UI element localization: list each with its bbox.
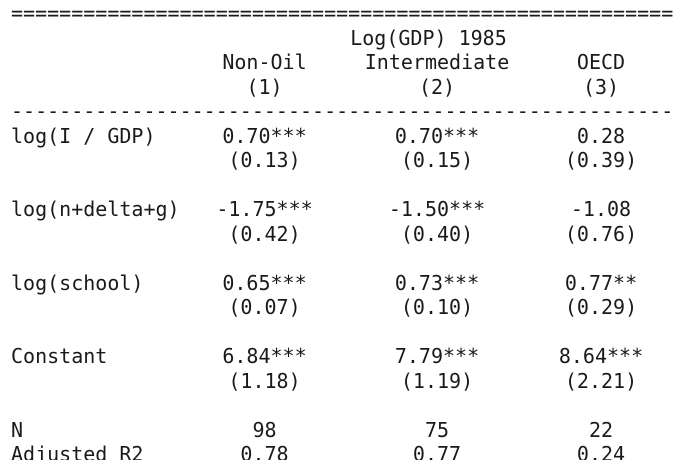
coef-label: log(n+delta+g) [11,197,180,221]
dep-var-header-row: Log(GDP) 1985 [11,26,700,51]
stderr-spacer [11,148,177,173]
column-number-3: (3) [582,74,620,99]
stderr-row-log-school: (0.07) (0.10) (0.29) [11,295,700,320]
estimate-cell: 8.64*** [558,344,644,368]
header-spacer [11,26,177,51]
coef-label: log(I / GDP) [11,123,156,148]
estimate-cell: 0.28 [576,123,626,148]
stderr-row-log-i-gdp: (0.13) (0.15) (0.39) [11,148,700,173]
coef-row-constant: Constant 6.84*** 7.79*** 8.64*** [11,344,700,369]
coef-label: log(school) [11,270,144,295]
stat-value: 98 [252,417,277,442]
column-number-2: (2) [418,74,456,99]
stderr-cell: (1.18) [228,368,301,393]
estimate-cell: -1.08 [570,197,632,221]
stderr-cell: (0.76) [564,221,638,246]
coef-row-log-i-gdp: log(I / GDP) 0.70*** 0.70*** 0.28 [11,124,700,149]
stat-value: 0.24 [576,442,626,460]
column-numbers-row: (1) (2) (3) [11,75,700,100]
column-header-intermediate: Intermediate [364,50,510,74]
estimate-cell: -1.50*** [388,197,486,221]
stderr-cell: (0.39) [564,148,638,172]
stderr-row-log-n-delta-g: (0.42) (0.40) (0.76) [11,222,700,247]
regression-table: ========================================… [11,1,700,460]
estimate-cell: 0.65*** [222,270,307,295]
table-top-rule: ========================================… [11,1,674,25]
stat-value: 22 [588,417,614,442]
column-number-1: (1) [246,74,283,99]
stat-value: 0.78 [240,442,289,460]
blank-row [11,393,700,418]
stderr-row-constant: (1.18) (1.19) (2.21) [11,369,700,394]
blank-row [11,246,700,271]
estimate-cell: 7.79*** [394,344,480,368]
stat-row-n: N 98 75 22 [11,418,700,443]
column-names-row: Non-Oil Intermediate OECD [11,50,700,75]
estimate-cell: 0.73*** [394,270,480,295]
stat-label: Adjusted R2 [11,442,144,460]
estimate-cell: 6.84*** [222,344,307,368]
stat-label: N [11,417,24,442]
stderr-cell: (0.13) [228,148,301,172]
stderr-cell: (0.40) [400,221,474,246]
estimate-cell: 0.77** [564,270,638,295]
column-header-oecd: OECD [576,50,626,74]
stderr-cell: (0.29) [564,295,638,319]
stderr-spacer [11,295,177,320]
stderr-cell: (0.15) [400,148,474,172]
coef-label: Constant [11,344,108,368]
table-mid-rule: ----------------------------------------… [11,99,674,123]
estimate-cell: 0.70*** [394,123,480,148]
coef-row-log-n-delta-g: log(n+delta+g) -1.75*** -1.50*** -1.08 [11,197,700,222]
estimate-cell: -1.75*** [216,197,313,221]
stderr-cell: (0.07) [228,295,301,319]
stat-value: 0.77 [412,442,462,460]
stderr-cell: (0.10) [400,295,474,319]
blank-row [11,173,700,198]
column-names-spacer [11,50,177,75]
column-header-non-oil: Non-Oil [222,50,307,74]
blank-row [11,320,700,345]
stderr-cell: (0.42) [228,221,301,246]
stderr-spacer [11,222,177,247]
stderr-spacer [11,369,177,394]
estimate-cell: 0.70*** [222,123,307,148]
coef-row-log-school: log(school) 0.65*** 0.73*** 0.77** [11,271,700,296]
column-numbers-spacer [11,75,177,100]
stderr-cell: (2.21) [564,368,638,393]
stderr-cell: (1.19) [400,368,474,393]
dep-var-header: Log(GDP) 1985 [350,25,507,50]
stat-row-adjusted-r2: Adjusted R2 0.78 0.77 0.24 [11,442,700,460]
stat-value: 75 [424,417,450,442]
